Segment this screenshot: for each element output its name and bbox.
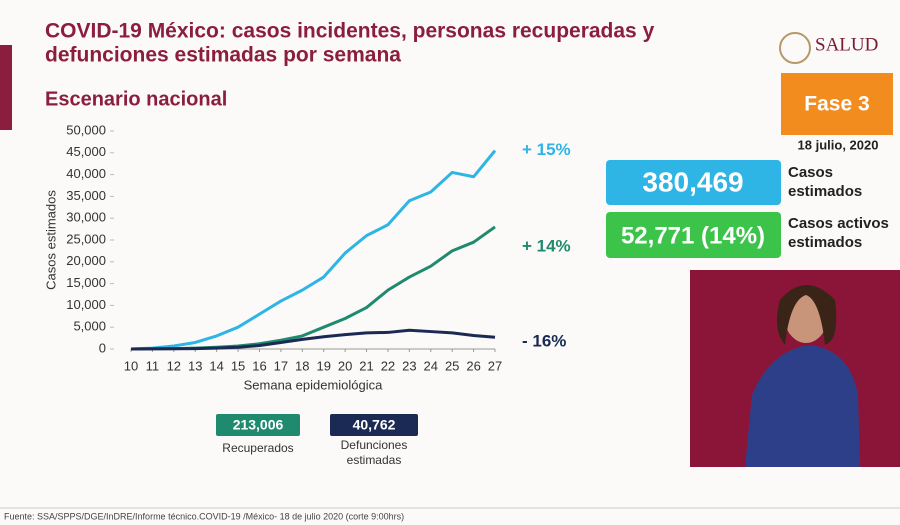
y-tick-label: 15,000 [66, 275, 106, 290]
x-tick-label: 27 [488, 358, 502, 373]
figure-body [745, 345, 860, 467]
cases-label: Casos [788, 164, 833, 181]
x-tick-label: 13 [188, 358, 202, 373]
x-axis-label: Semana epidemiológica [244, 377, 384, 392]
x-tick-label: 20 [338, 358, 352, 373]
recovered-value: 213,006 [233, 417, 284, 433]
deaths-label: estimadas [347, 453, 402, 467]
title-line: COVID-19 México: casos incidentes, perso… [45, 20, 655, 43]
x-tick-label: 18 [295, 358, 309, 373]
y-tick-label: 0 [99, 340, 106, 355]
active-box [606, 212, 781, 258]
interpreter-video [690, 270, 900, 467]
phase-text: Fase 3 [804, 93, 869, 116]
x-tick-label: 16 [252, 358, 266, 373]
deaths-label: Defunciones [341, 438, 408, 452]
logo-emblem [779, 32, 811, 64]
y-tick-label: 40,000 [66, 166, 106, 181]
x-tick-label: 26 [466, 358, 480, 373]
x-tick-label: 12 [167, 358, 181, 373]
y-tick-label: 45,000 [66, 144, 106, 159]
x-tick-label: 10 [124, 358, 138, 373]
y-tick-label: 5,000 [73, 319, 106, 334]
series-annotation: + 14% [522, 236, 571, 255]
deaths-box [330, 414, 418, 436]
x-tick-label: 22 [381, 358, 395, 373]
x-tick-label: 24 [424, 358, 438, 373]
x-tick-label: 19 [316, 358, 330, 373]
series-line [130, 149, 497, 351]
cases-box [606, 160, 781, 205]
y-tick-label: 35,000 [66, 188, 106, 203]
recovered-label: Recuperados [222, 441, 293, 455]
x-tick-label: 14 [209, 358, 223, 373]
phase-box [781, 73, 893, 135]
y-tick-label: 30,000 [66, 210, 106, 225]
series-annotation: + 15% [522, 140, 571, 159]
y-tick-label: 10,000 [66, 297, 106, 312]
series-annotation: - 16% [522, 332, 566, 351]
title-line: defunciones estimadas por semana [45, 44, 401, 67]
active-label: estimados [788, 234, 862, 251]
active-label: Casos activos [788, 215, 889, 232]
x-tick-label: 25 [445, 358, 459, 373]
recovered-box [216, 414, 300, 436]
cases-label: estimados [788, 183, 862, 200]
cases-value: 380,469 [642, 166, 743, 197]
source: Fuente: SSA/SPPS/DGE/InDRE/Informe técni… [4, 511, 404, 521]
date: 18 julio, 2020 [798, 137, 879, 152]
y-tick-label: 50,000 [66, 122, 106, 137]
x-tick-label: 21 [359, 358, 373, 373]
x-tick-label: 11 [146, 358, 160, 373]
x-tick-label: 15 [231, 358, 245, 373]
x-tick-label: 17 [274, 358, 288, 373]
x-tick-label: 23 [402, 358, 416, 373]
active-value: 52,771 (14%) [621, 222, 765, 249]
y-tick-label: 25,000 [66, 231, 106, 246]
y-axis-label: Casos estimados [43, 190, 58, 290]
y-tick-label: 20,000 [66, 253, 106, 268]
accent-stripe [0, 45, 12, 130]
deaths-value: 40,762 [353, 417, 396, 433]
subtitle: Escenario nacional [45, 88, 227, 110]
series-line [130, 328, 496, 351]
logo-text: SALUD [815, 34, 878, 55]
figure-hair [776, 285, 837, 345]
